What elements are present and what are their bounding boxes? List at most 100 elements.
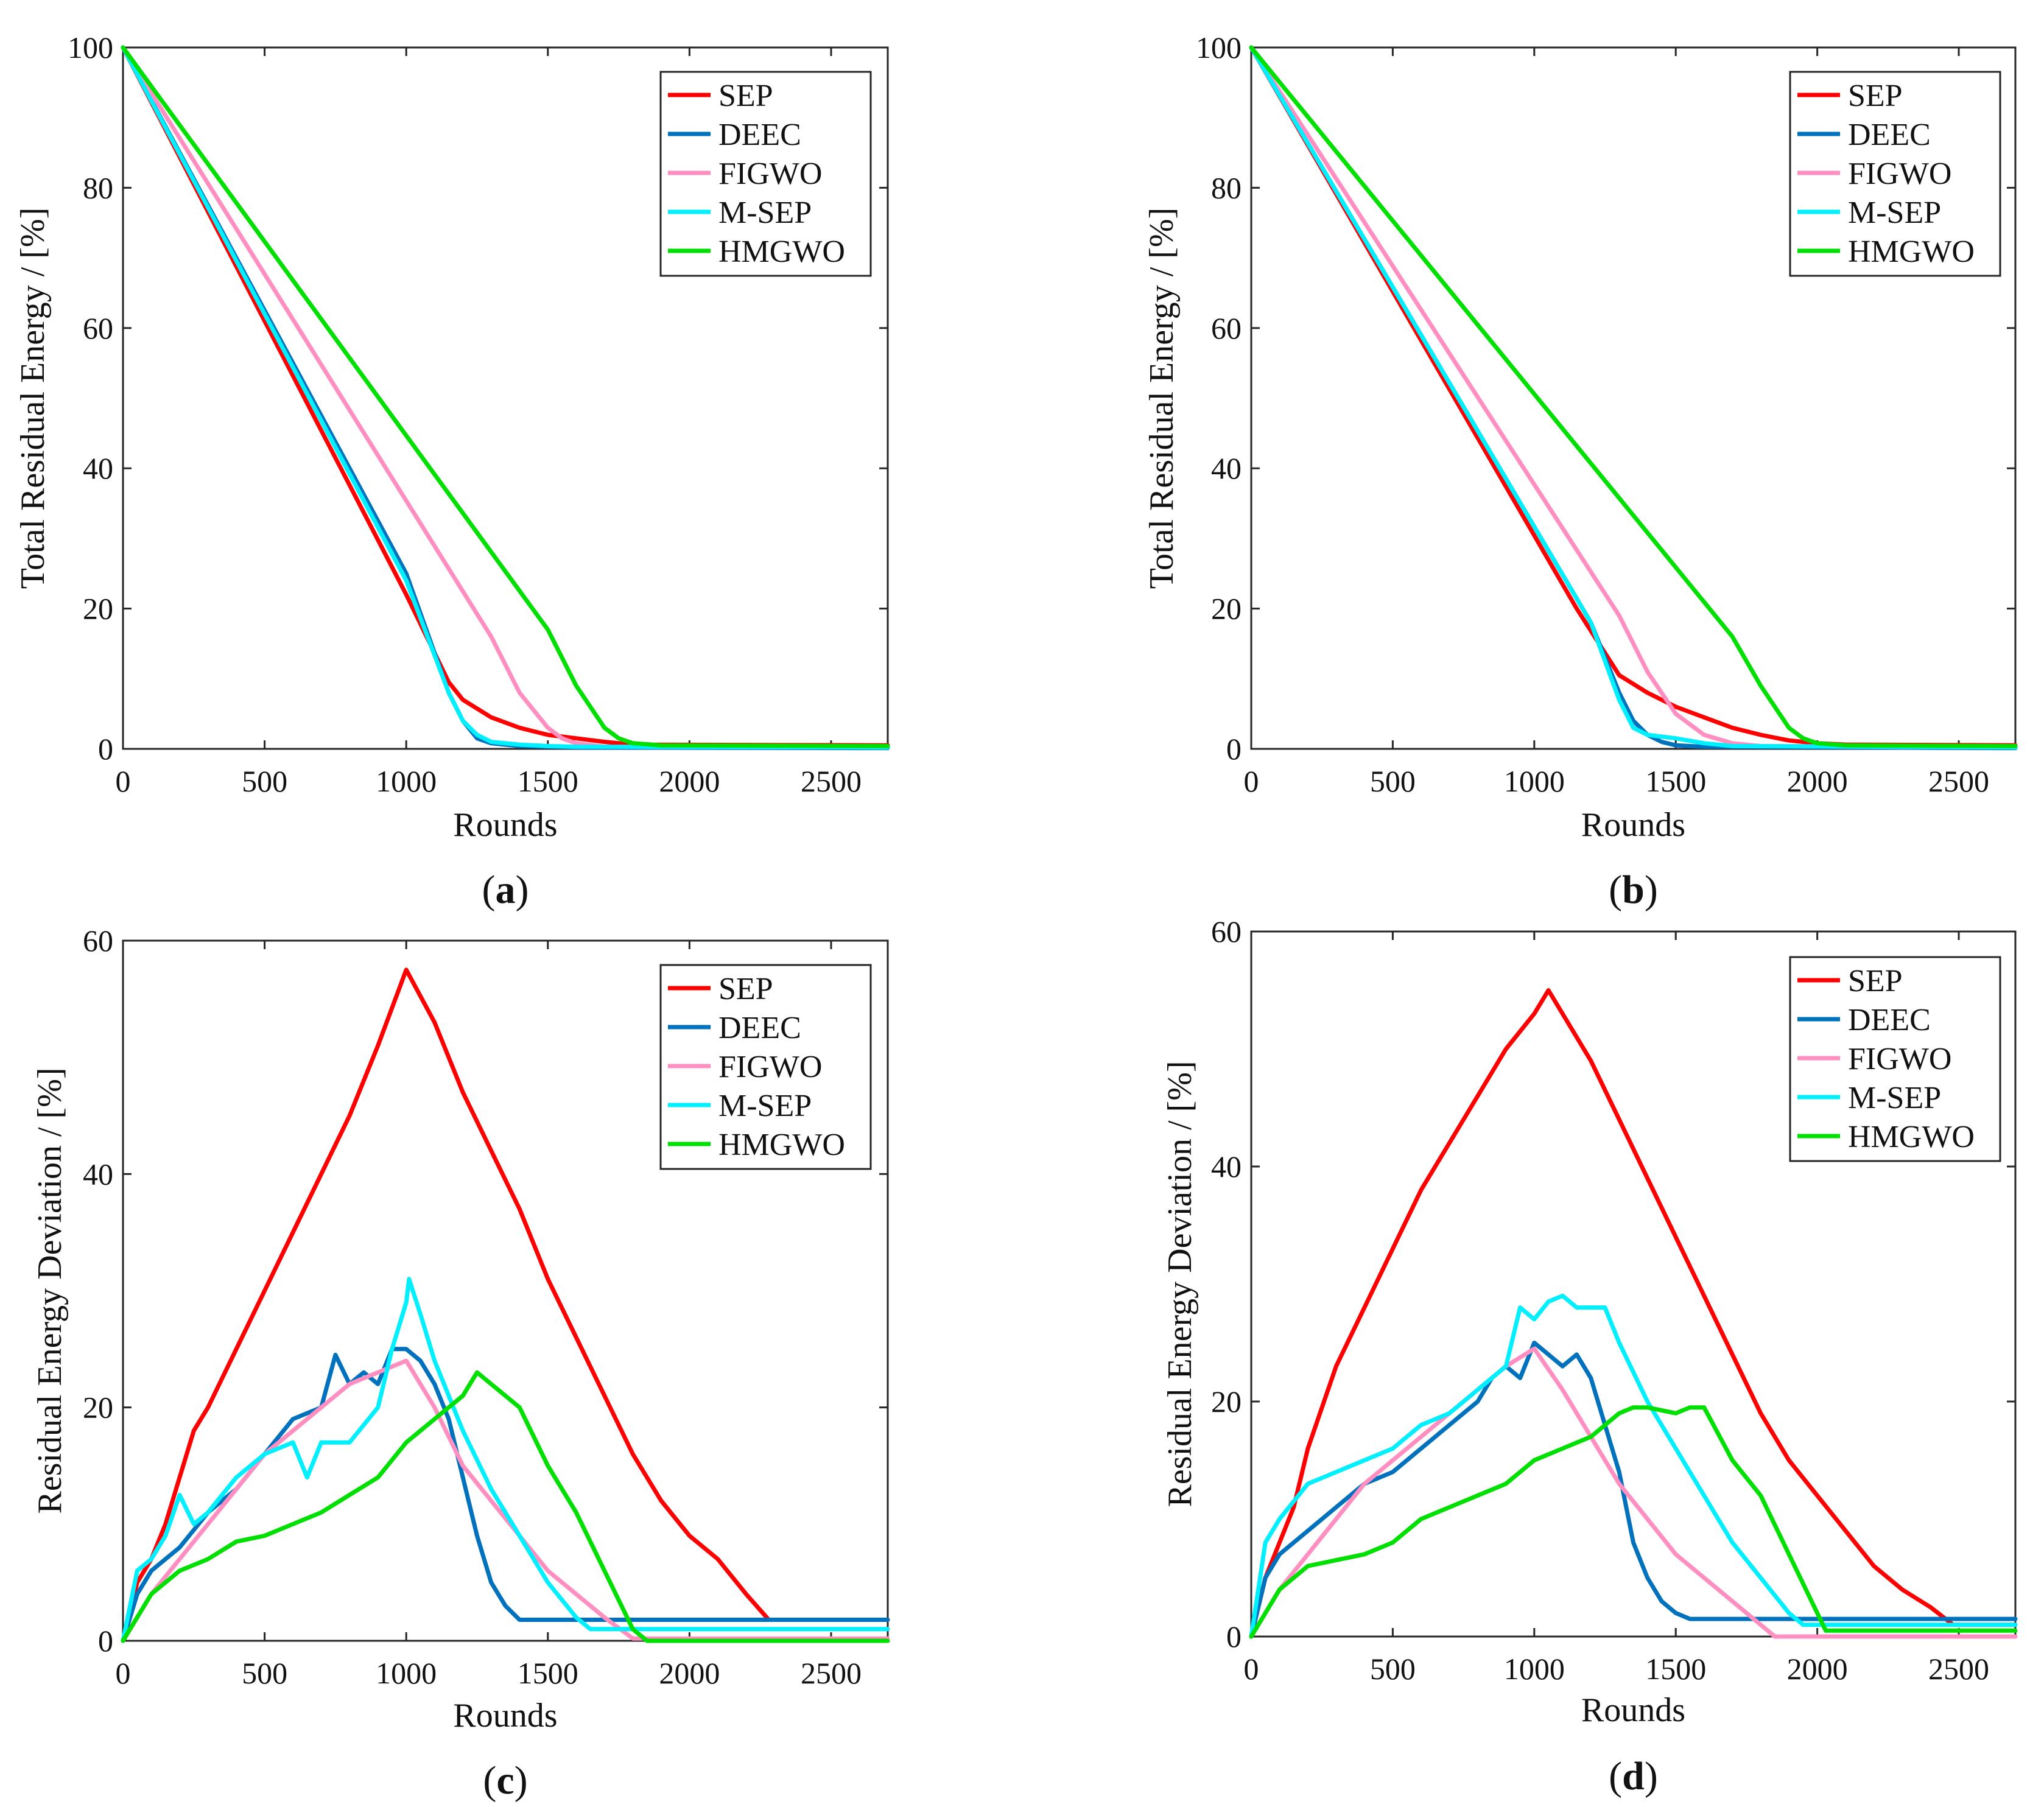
series-line-m-sep: [121, 1277, 890, 1643]
y-tick-label: 0: [1226, 1619, 1242, 1654]
x-tick-label: 1500: [518, 764, 578, 798]
series-line-hmgwo: [121, 45, 890, 748]
y-tick-label: 60: [83, 311, 113, 345]
x-tick-label: 0: [1244, 1652, 1259, 1686]
series-line-m-sep: [121, 45, 890, 750]
x-tick-label: 1000: [1504, 1652, 1565, 1686]
y-tick-label: 0: [1226, 732, 1242, 766]
y-tick-label: 20: [83, 592, 113, 626]
legend-label-sep: SEP: [1848, 964, 1903, 998]
x-tick-label: 2500: [1928, 1652, 1989, 1686]
caption-close: ): [1645, 868, 1658, 912]
x-tick-label: 500: [1370, 1652, 1416, 1686]
legend: SEP DEEC FIGWO M-SEP HMGWO: [1789, 71, 2001, 277]
legend-label-deec: DEEC: [718, 1011, 801, 1045]
y-tick-label: 100: [68, 30, 113, 65]
caption-letter: a: [496, 868, 516, 912]
x-tick-label: 500: [1370, 764, 1416, 798]
legend-label-figwo: FIGWO: [718, 156, 822, 191]
x-tick-label: 0: [1244, 764, 1259, 798]
caption-letter: b: [1622, 868, 1645, 912]
panel-caption: (b): [1609, 868, 1658, 912]
panel-b: 0 500 1000 1500 2000 2500 0 20 40 60 80 100 Rounds To…: [1143, 30, 2018, 912]
legend-label-figwo: FIGWO: [718, 1050, 822, 1084]
x-tick-label: 2000: [659, 764, 720, 798]
caption-close: ): [515, 1758, 528, 1803]
y-tick-label: 40: [83, 1157, 113, 1191]
panel-caption: (c): [483, 1758, 527, 1803]
series-line-sep: [1249, 988, 2018, 1639]
panel-d: 0 500 1000 1500 2000 2500 0 20 40 60 Rounds Residua…: [1161, 914, 2018, 1798]
x-tick-label: 1500: [1645, 1652, 1706, 1686]
x-tick-label: 1500: [518, 1656, 578, 1690]
series-line-hmgwo: [1249, 45, 2018, 748]
caption-letter: c: [496, 1758, 514, 1803]
x-axis-label: Rounds: [453, 1697, 557, 1735]
caption-open: (: [482, 868, 496, 912]
y-tick-label: 40: [83, 451, 113, 485]
x-axis-label: Rounds: [1581, 1691, 1685, 1729]
legend: SEP DEEC FIGWO M-SEP HMGWO: [1789, 956, 2001, 1162]
legend-label-hmgwo: HMGWO: [1848, 234, 1975, 269]
y-tick-label: 40: [1211, 451, 1242, 485]
y-tick-label: 20: [83, 1391, 113, 1425]
series-line-figwo: [1249, 1346, 2018, 1639]
y-tick-label: 80: [83, 170, 113, 205]
x-tick-label: 500: [242, 1656, 287, 1690]
x-tick-label: 2500: [1928, 764, 1989, 798]
legend-label-deec: DEEC: [718, 118, 801, 152]
legend-label-sep: SEP: [718, 972, 773, 1006]
legend-label-m-sep: M-SEP: [1848, 1081, 1941, 1115]
panel-c: 0 500 1000 1500 2000 2500 0 20 40 60 Rounds Residua…: [31, 924, 890, 1803]
y-axis-label: Total Residual Energy / [%]: [14, 208, 52, 589]
legend-label-hmgwo: HMGWO: [718, 234, 845, 269]
panel-caption: (d): [1609, 1754, 1658, 1798]
series-line-hmgwo: [121, 1370, 890, 1643]
y-tick-label: 20: [1211, 1384, 1242, 1419]
caption-open: (: [1609, 868, 1622, 912]
series-line-m-sep: [1249, 45, 2018, 750]
x-tick-label: 2000: [1787, 764, 1848, 798]
legend-label-m-sep: M-SEP: [718, 195, 812, 230]
x-tick-label: 500: [242, 764, 287, 798]
x-tick-label: 1500: [1645, 764, 1706, 798]
caption-letter: d: [1622, 1754, 1645, 1798]
legend-label-sep: SEP: [1848, 79, 1903, 113]
x-tick-label: 0: [116, 764, 131, 798]
x-tick-label: 1000: [1504, 764, 1565, 798]
y-tick-label: 20: [1211, 592, 1242, 626]
y-axis-label: Residual Energy Deviation / [%]: [1161, 1061, 1199, 1507]
y-tick-label: 0: [98, 1624, 113, 1658]
caption-close: ): [1645, 1754, 1658, 1798]
panel-caption: (a): [482, 868, 529, 912]
y-tick-label: 60: [1211, 311, 1242, 345]
x-axis-label: Rounds: [1581, 806, 1685, 844]
series-line-m-sep: [1249, 1293, 2018, 1639]
legend: SEP DEEC FIGWO M-SEP HMGWO: [659, 71, 872, 277]
y-tick-label: 80: [1211, 170, 1242, 205]
legend-label-hmgwo: HMGWO: [718, 1128, 845, 1162]
legend: SEP DEEC FIGWO M-SEP HMGWO: [659, 964, 872, 1170]
panel-a: 0 500 1000 1500 2000 2500 0 20 40 60 80 100 Rounds To…: [14, 30, 890, 912]
y-tick-label: 0: [98, 732, 113, 766]
legend-label-figwo: FIGWO: [1848, 1042, 1951, 1076]
caption-close: ): [516, 868, 529, 912]
y-tick-label: 100: [1196, 30, 1242, 65]
y-axis-label: Residual Energy Deviation / [%]: [31, 1067, 69, 1514]
caption-open: (: [483, 1758, 496, 1803]
series-line-deec: [1249, 1341, 2018, 1639]
x-axis-label: Rounds: [453, 806, 557, 844]
x-tick-label: 0: [116, 1656, 131, 1690]
series-line-hmgwo: [1249, 1405, 2018, 1639]
y-axis-label: Total Residual Energy / [%]: [1143, 208, 1181, 589]
legend-label-deec: DEEC: [1848, 118, 1931, 152]
legend-label-sep: SEP: [718, 79, 773, 113]
x-tick-label: 2000: [659, 1656, 720, 1690]
x-tick-label: 1000: [376, 764, 437, 798]
y-tick-label: 60: [83, 924, 113, 958]
y-tick-label: 40: [1211, 1149, 1242, 1184]
x-tick-label: 2500: [801, 1656, 862, 1690]
series-line-figwo: [121, 1358, 890, 1643]
legend-label-hmgwo: HMGWO: [1848, 1120, 1975, 1154]
